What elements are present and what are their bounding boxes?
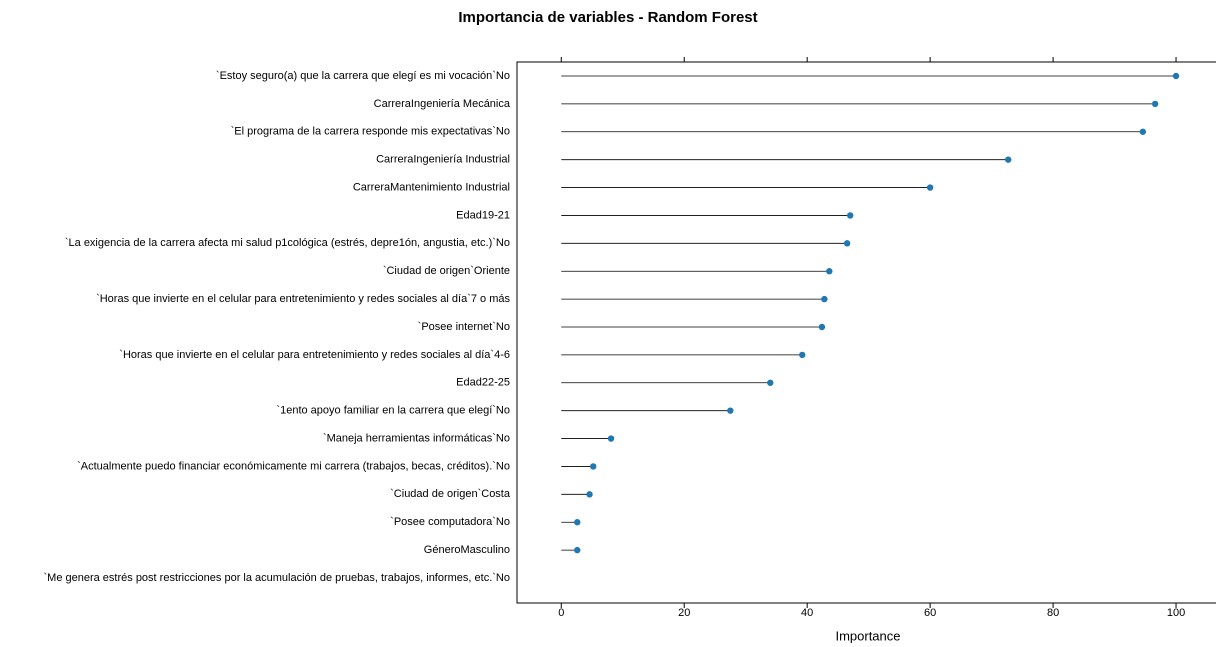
- plot-frame: [516, 61, 1216, 604]
- dot: [586, 491, 593, 498]
- y-tick-label: `Posee internet`No: [418, 321, 510, 333]
- x-axis-title: Importance: [835, 628, 900, 643]
- x-tick-label: 20: [678, 607, 690, 619]
- y-tick-label: `Horas que invierte en el celular para e…: [96, 293, 510, 305]
- chart-title: Importancia de variables - Random Forest: [458, 9, 757, 26]
- dot: [799, 351, 806, 359]
- dot: [1139, 128, 1147, 135]
- y-tick-label: `Ciudad de origen`Oriente: [383, 265, 510, 277]
- x-tick-label: 60: [924, 607, 936, 619]
- y-tick-label: `Actualmente puedo financiar económicame…: [77, 460, 510, 472]
- y-tick-label: `Posee computadora`No: [390, 516, 510, 528]
- dot: [847, 212, 854, 219]
- y-tick-label: `Horas que invierte en el celular para e…: [119, 349, 510, 361]
- y-tick-label: `La exigencia de la carrera afecta mi sa…: [65, 237, 510, 249]
- dot: [926, 184, 934, 191]
- x-tick-label: 0: [558, 607, 564, 619]
- y-tick-label: `Maneja herramientas informáticas`No: [323, 432, 510, 444]
- x-tick-label: 100: [1167, 607, 1185, 619]
- y-tick-label: `Ciudad de origen`Costa: [390, 488, 511, 500]
- dot: [1151, 100, 1159, 108]
- dot: [843, 240, 851, 247]
- y-tick-label: GéneroMasculino: [424, 544, 510, 556]
- y-tick-label: Edad19-21: [456, 209, 510, 221]
- dot: [821, 295, 828, 303]
- y-tick-label: `Me genera estrés post restricciones por…: [44, 572, 511, 584]
- dot: [1172, 72, 1180, 80]
- y-tick-label: `1ento apoyo familiar en la carrera que …: [276, 405, 510, 417]
- dot: [1005, 156, 1012, 163]
- dot: [826, 268, 833, 275]
- dot: [727, 407, 734, 414]
- dot: [818, 323, 826, 331]
- dot: [607, 435, 615, 442]
- y-tick-label: Edad22-25: [456, 377, 510, 389]
- y-tick-label: CarreraIngeniería Industrial: [376, 154, 510, 166]
- dot: [574, 546, 581, 554]
- y-tick-label: CarreraIngeniería Mecánica: [374, 98, 511, 110]
- dot: [767, 379, 774, 386]
- x-tick-label: 80: [1047, 607, 1059, 619]
- dot: [574, 519, 581, 526]
- x-tick-label: 40: [801, 607, 813, 619]
- y-tick-label: CarreraMantenimiento Industrial: [353, 181, 510, 193]
- dot: [590, 463, 597, 470]
- y-tick-label: `Estoy seguro(a) que la carrera que eleg…: [216, 70, 510, 82]
- y-tick-label: `El programa de la carrera responde mis …: [231, 126, 510, 138]
